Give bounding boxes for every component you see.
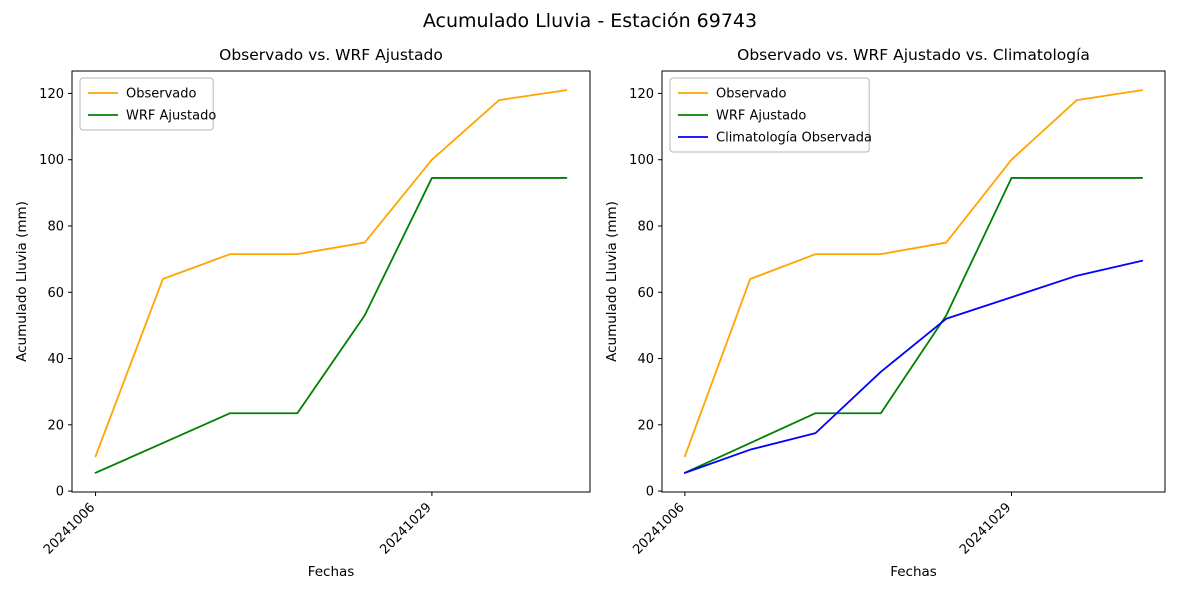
svg-text:0: 0: [646, 485, 654, 500]
svg-text:WRF Ajustado: WRF Ajustado: [126, 109, 216, 124]
svg-text:Fechas: Fechas: [308, 564, 355, 580]
figure-title: Acumulado Lluvia - Estación 69743: [422, 10, 758, 32]
svg-text:40: 40: [637, 352, 654, 367]
svg-text:20241006: 20241006: [630, 500, 687, 557]
svg-text:Observado: Observado: [716, 87, 787, 102]
svg-text:100: 100: [629, 153, 654, 168]
svg-text:Observado: Observado: [126, 87, 197, 102]
svg-text:100: 100: [39, 153, 64, 168]
svg-text:20241029: 20241029: [377, 500, 434, 557]
svg-text:80: 80: [47, 219, 64, 234]
svg-text:80: 80: [637, 219, 654, 234]
chart-observado-vs-wrf-vs-climatologia: 0 20 40 60 80 100 120 20241006 20241029 Observado…: [604, 46, 1166, 580]
svg-text:Climatología Observada: Climatología Observada: [716, 131, 872, 146]
svg-text:Observado vs. WRF Ajustado vs.: Observado vs. WRF Ajustado vs. Climatolo…: [737, 46, 1090, 64]
svg-text:Acumulado Lluvia (mm): Acumulado Lluvia (mm): [604, 201, 620, 362]
svg-text:Fechas: Fechas: [890, 564, 937, 580]
svg-text:20241029: 20241029: [957, 500, 1014, 557]
svg-text:Observado vs. WRF Ajustado: Observado vs. WRF Ajustado: [219, 46, 443, 64]
chart-observado-vs-wrf: 0 20 40 60 80 100 120 20241006 20241029 Observado…: [14, 46, 591, 580]
svg-text:20: 20: [47, 418, 64, 433]
svg-text:60: 60: [637, 286, 654, 301]
svg-text:WRF Ajustado: WRF Ajustado: [716, 109, 806, 124]
svg-text:120: 120: [39, 87, 64, 102]
svg-text:20: 20: [637, 418, 654, 433]
svg-text:20241006: 20241006: [41, 500, 98, 557]
svg-text:40: 40: [47, 352, 64, 367]
svg-text:120: 120: [629, 87, 654, 102]
svg-text:60: 60: [47, 286, 64, 301]
svg-text:Acumulado Lluvia (mm): Acumulado Lluvia (mm): [14, 201, 30, 362]
svg-text:0: 0: [56, 485, 64, 500]
